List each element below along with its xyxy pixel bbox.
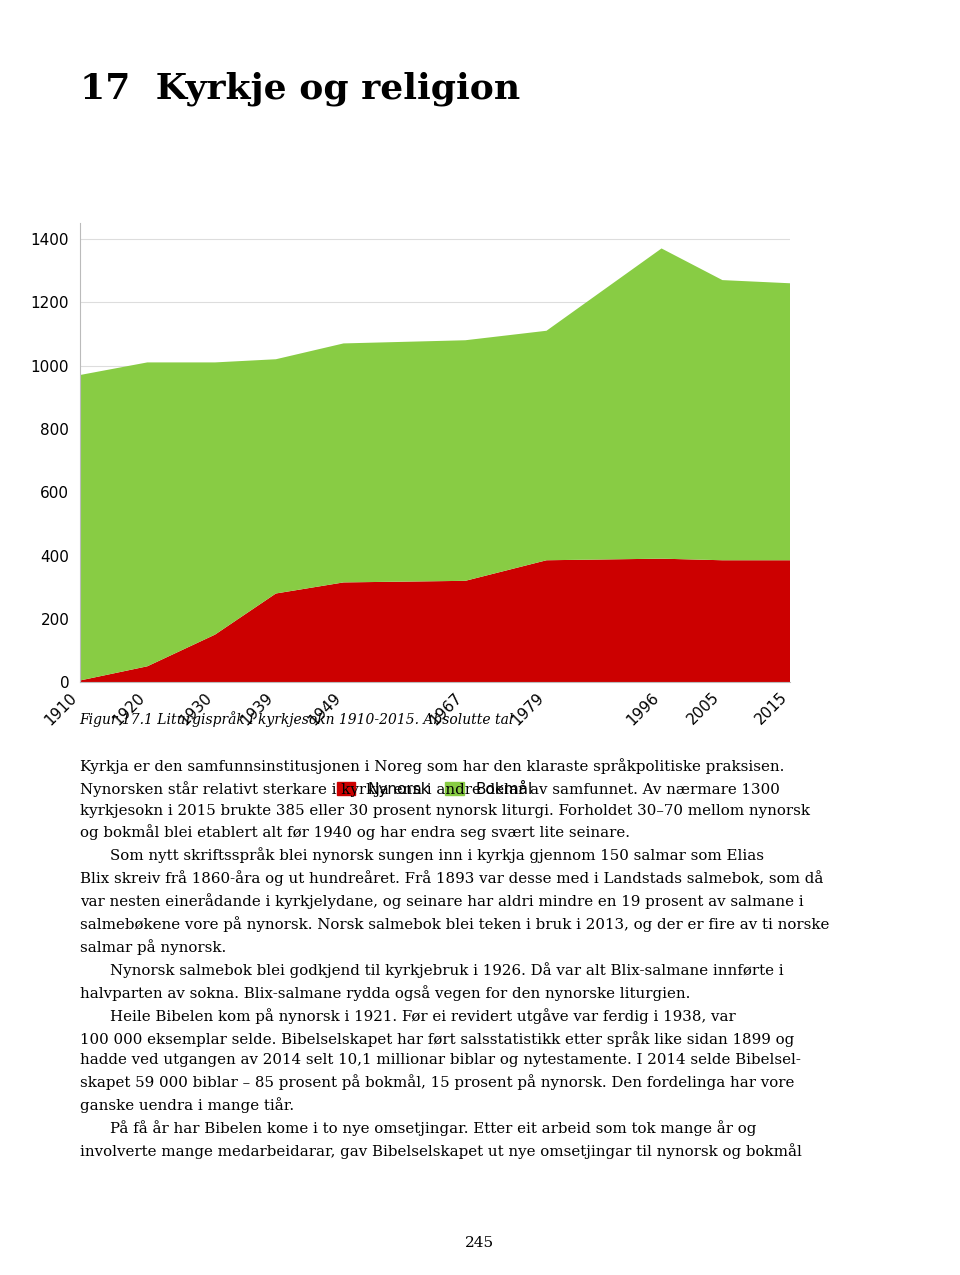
Text: Figur 17.1 Liturgispråk i kyrkjesokn 1910-2015. Absolutte tal: Figur 17.1 Liturgispråk i kyrkjesokn 191… — [80, 711, 514, 727]
Text: Kyrkja er den samfunnsinstitusjonen i Noreg som har den klaraste språkpolitiske : Kyrkja er den samfunnsinstitusjonen i No… — [80, 759, 829, 1159]
Text: 245: 245 — [466, 1235, 494, 1250]
Legend: Nynorsk, Bokmål: Nynorsk, Bokmål — [330, 775, 540, 803]
Text: 17  Kyrkje og religion: 17 Kyrkje og religion — [80, 71, 520, 106]
